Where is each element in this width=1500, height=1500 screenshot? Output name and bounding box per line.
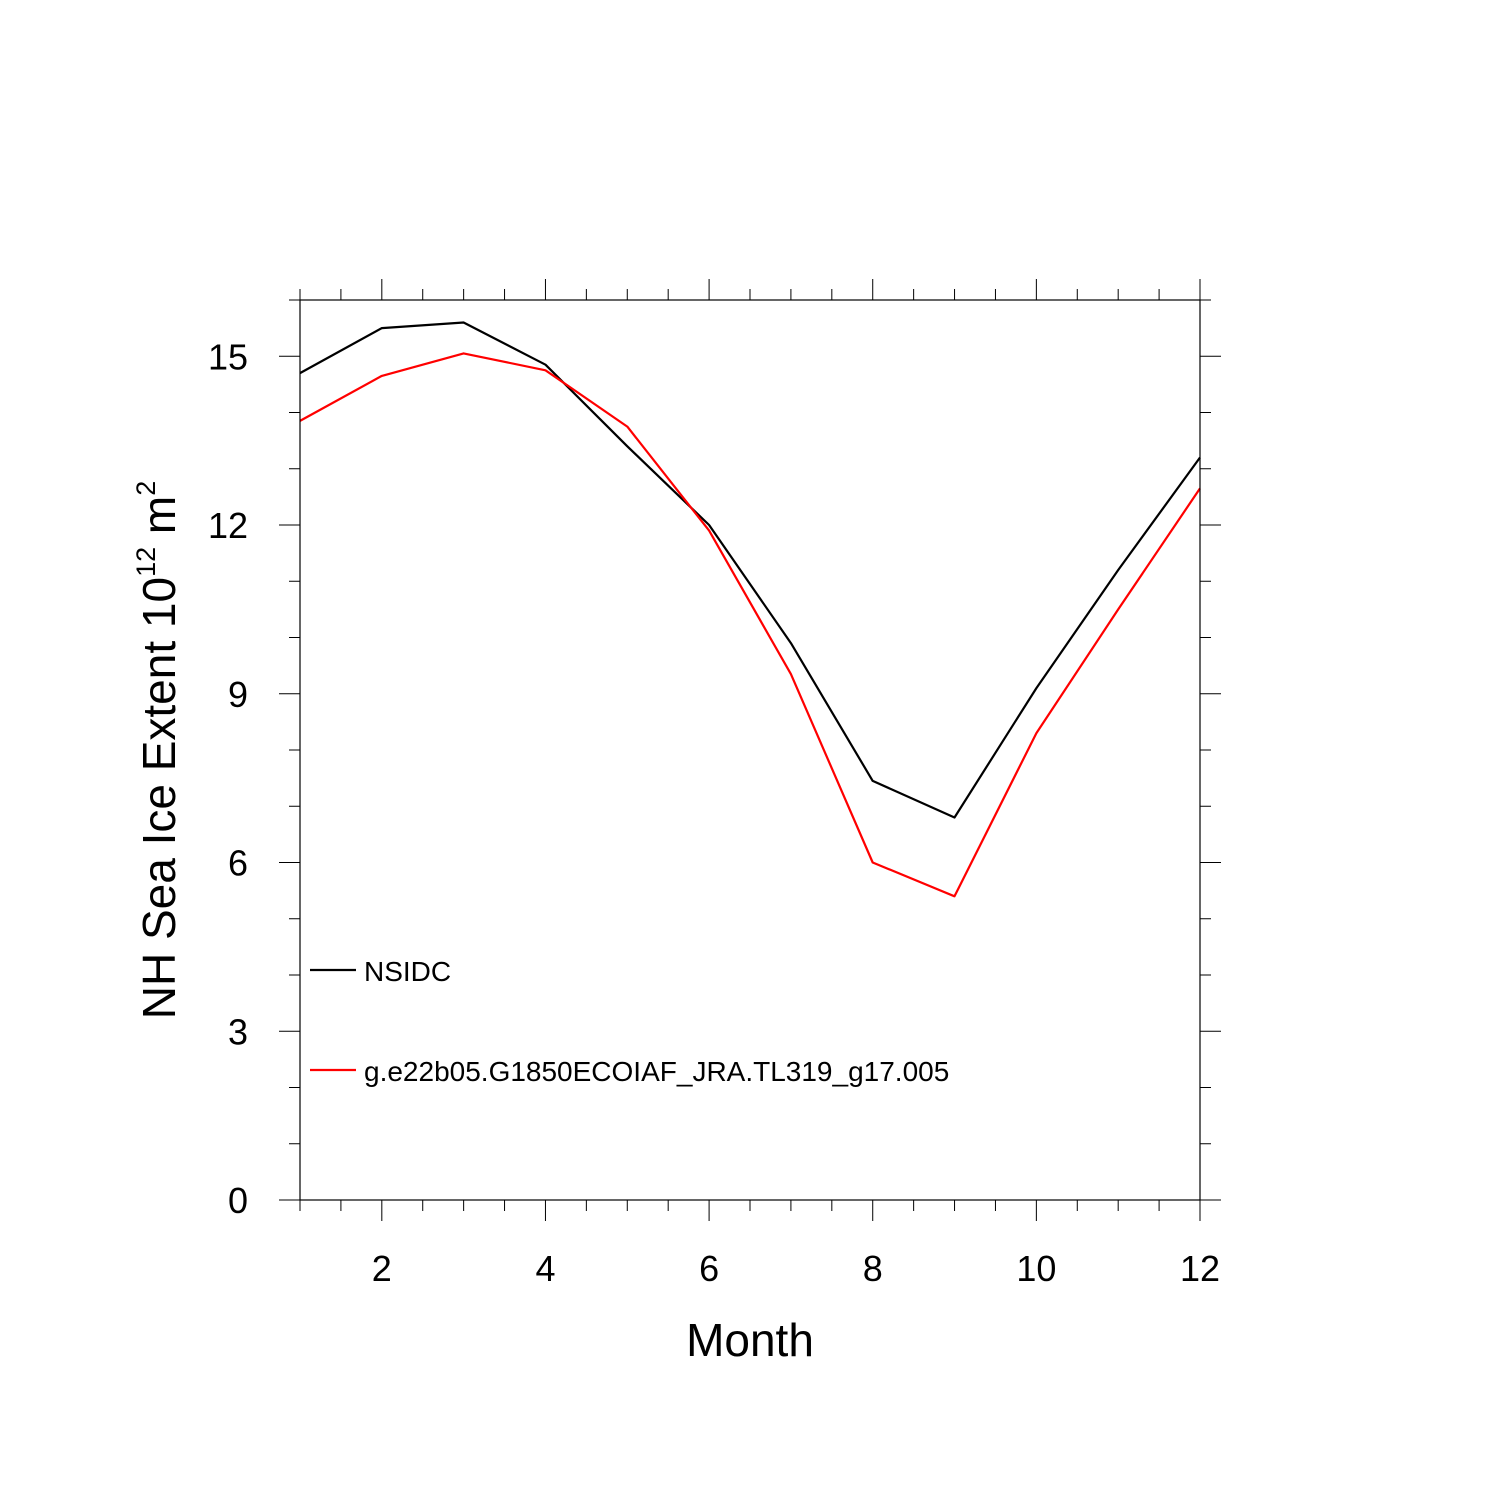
- y-tick-label: 12: [208, 505, 248, 546]
- x-tick-label: 10: [1016, 1248, 1056, 1289]
- series-line-2: [299, 352, 1201, 898]
- legend: NSIDC g.e22b05.G1850ECOIAF_JRA.TL319_g17.…: [310, 956, 949, 1087]
- series-line-1: [299, 321, 1201, 819]
- y-axis-label-text: NH Sea Ice Extent 10: [133, 577, 185, 1019]
- tick-marks: [279, 279, 1221, 1221]
- y-axis-label-unit-exponent: 2: [131, 481, 161, 496]
- y-tick-label: 0: [228, 1180, 248, 1221]
- x-tick-label: 8: [863, 1248, 883, 1289]
- y-tick-label: 3: [228, 1011, 248, 1052]
- y-tick-label: 9: [228, 674, 248, 715]
- y-tick-label: 6: [228, 843, 248, 884]
- tick-labels: 2 4 6 8 10 12 0 3 6 9 12 15: [208, 336, 1220, 1289]
- y-axis-label-exponent: 12: [131, 547, 161, 577]
- y-axis-label-unit: m: [133, 496, 185, 547]
- y-tick-label: 15: [208, 336, 248, 377]
- x-tick-label: 6: [699, 1248, 719, 1289]
- x-tick-label: 4: [535, 1248, 555, 1289]
- plot-frame: [299, 299, 1201, 1201]
- x-tick-label: 12: [1180, 1248, 1220, 1289]
- x-axis-label: Month: [686, 1314, 814, 1366]
- legend-label-2: g.e22b05.G1850ECOIAF_JRA.TL319_g17.005: [364, 1056, 949, 1087]
- series-lines: [299, 321, 1201, 898]
- legend-label-1: NSIDC: [364, 956, 451, 987]
- x-tick-label: 2: [372, 1248, 392, 1289]
- y-axis-label: NH Sea Ice Extent 1012 m2: [131, 481, 185, 1020]
